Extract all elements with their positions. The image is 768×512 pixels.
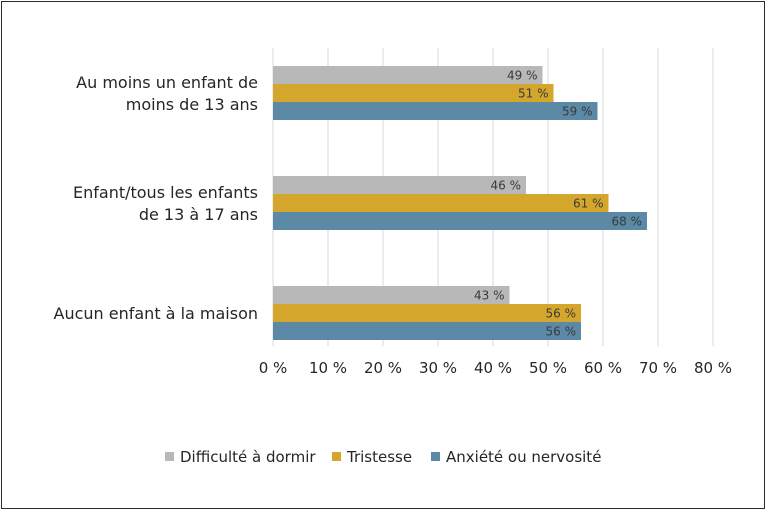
bars — [273, 66, 647, 340]
category-label: Aucun enfant à la maison — [54, 304, 259, 323]
legend-swatch — [165, 452, 174, 461]
data-label: 56 % — [546, 325, 577, 339]
x-tick-label: 50 % — [529, 359, 567, 377]
category-label: Enfant/tous les enfants — [73, 183, 258, 202]
x-tick-label: 70 % — [639, 359, 677, 377]
bar — [273, 176, 526, 194]
x-tick-label: 80 % — [694, 359, 732, 377]
data-label: 43 % — [474, 289, 505, 303]
data-label: 59 % — [562, 105, 593, 119]
category-label: Au moins un enfant de — [76, 73, 258, 92]
x-tick-label: 40 % — [474, 359, 512, 377]
data-label: 56 % — [546, 307, 577, 321]
bar — [273, 212, 647, 230]
x-tick-label: 30 % — [419, 359, 457, 377]
data-labels: 49 % 51 % 59 % 46 % 61 % 68 % 43 % 56 % 56 % — [474, 69, 642, 339]
bar — [273, 84, 554, 102]
legend: Difficulté à dormir Tristesse Anxiété ou n… — [165, 448, 601, 466]
data-label: 46 % — [491, 179, 522, 193]
x-tick-label: 20 % — [364, 359, 402, 377]
x-tick-label: 60 % — [584, 359, 622, 377]
data-label: 49 % — [507, 69, 538, 83]
legend-swatch — [332, 452, 341, 461]
legend-label: Anxiété ou nervosité — [446, 448, 601, 466]
legend-label: Tristesse — [346, 448, 412, 466]
data-label: 68 % — [612, 215, 643, 229]
category-label: de 13 à 17 ans — [139, 205, 258, 224]
category-label: moins de 13 ans — [126, 95, 258, 114]
legend-swatch — [431, 452, 440, 461]
x-axis-ticks: 0 % 10 % 20 % 30 % 40 % 50 % 60 % 70 % 80 % — [259, 359, 732, 377]
legend-label: Difficulté à dormir — [180, 448, 316, 466]
bar — [273, 286, 510, 304]
bar — [273, 304, 581, 322]
category-labels: Au moins un enfant de moins de 13 ans Enfa… — [54, 73, 259, 323]
x-tick-label: 10 % — [309, 359, 347, 377]
bar — [273, 66, 543, 84]
data-label: 51 % — [518, 87, 549, 101]
bar — [273, 102, 598, 120]
x-tick-label: 0 % — [259, 359, 288, 377]
bar — [273, 322, 581, 340]
bar — [273, 194, 609, 212]
data-label: 61 % — [573, 197, 604, 211]
